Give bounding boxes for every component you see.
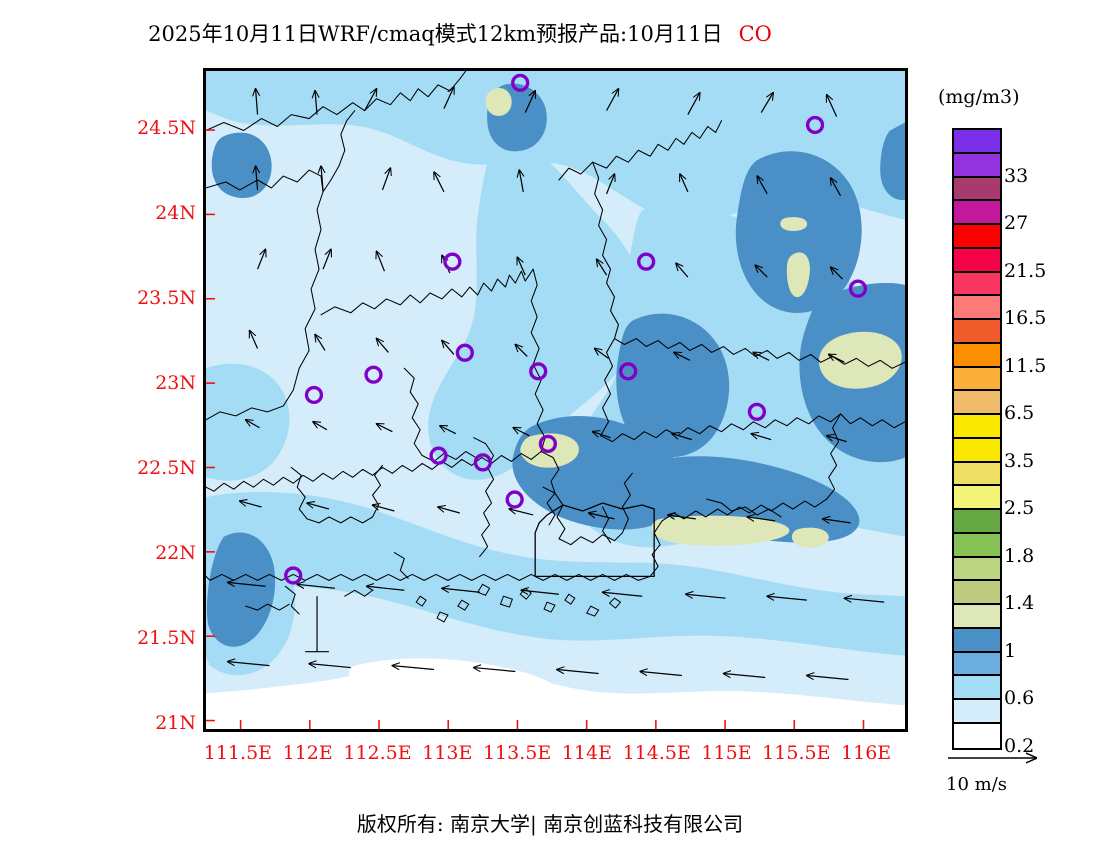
colorbar-band-20 [954, 605, 1000, 629]
x-axis-tick-111.5E: 111.5E [203, 742, 273, 764]
station-marker[interactable] [747, 402, 767, 421]
map-plot-area[interactable] [203, 68, 908, 732]
y-axis-labels: 24.5N 24N 23.5N 23N 22.5N 22N 21.5N 21N [100, 68, 196, 735]
colorbar-band-1 [954, 153, 1000, 178]
colorbar-band-6 [954, 272, 1000, 297]
colorbar-band-9 [954, 343, 1000, 368]
colorbar-label-6.5: 6.5 [1004, 402, 1035, 425]
station-marker[interactable] [505, 490, 524, 509]
colorbar-label-2.5: 2.5 [1004, 497, 1035, 520]
colorbar-label-16.5: 16.5 [1004, 307, 1047, 330]
station-marker[interactable] [619, 362, 638, 381]
y-axis-tick-24.5N: 24.5N [137, 116, 196, 139]
colorbar-band-21 [954, 628, 1000, 653]
colorbar-band-14 [954, 462, 1000, 487]
colorbar-label-11.5: 11.5 [1004, 354, 1047, 377]
wind-arrow-icon [948, 748, 1054, 768]
colorbar-unit-label: (mg/m3) [938, 86, 1020, 108]
x-axis-labels: 111.5E 112E 112.5E 113E 113.5E 114E 114.5E 115E… [203, 742, 908, 768]
colorbar-band-22 [954, 652, 1000, 677]
colorbar-band-18 [954, 557, 1000, 582]
colorbar-band-25 [954, 723, 1000, 748]
colorbar-band-16 [954, 510, 1000, 534]
colorbar-label-1: 1 [1004, 639, 1017, 662]
colorbar-label-27: 27 [1004, 212, 1029, 235]
x-axis-tick-113E: 113E [422, 742, 473, 764]
x-axis-tick-112E: 112E [282, 742, 333, 764]
colorbar[interactable] [952, 128, 1002, 750]
colorbar-label-3.5: 3.5 [1004, 449, 1035, 472]
colorbar-band-5 [954, 248, 1000, 273]
colorbar-band-3 [954, 201, 1000, 225]
station-marker[interactable] [455, 343, 474, 362]
station-marker[interactable] [443, 252, 462, 271]
colorbar-band-8 [954, 320, 1000, 344]
station-marker[interactable] [538, 434, 558, 453]
colorbar-label-0.6: 0.6 [1004, 687, 1035, 710]
station-markers [284, 73, 868, 585]
station-marker[interactable] [364, 365, 383, 384]
co-concentration-map [206, 71, 905, 729]
title-main-text: 2025年10月11日WRF/cmaq模式12km预报产品:10月11日 [148, 22, 723, 46]
x-axis-tick-115.5E: 115.5E [762, 742, 831, 764]
copyright-footer: 版权所有: 南京大学| 南京创蓝科技有限公司 [356, 812, 744, 836]
station-marker[interactable] [511, 73, 530, 92]
title-species-label: CO [738, 22, 772, 46]
x-axis-tick-113.5E: 113.5E [482, 742, 552, 764]
colorbar-band-13 [954, 438, 1000, 463]
y-axis-tick-21N: 21N [155, 712, 196, 735]
colorbar-band-4 [954, 225, 1000, 249]
colorbar-label-1.4: 1.4 [1004, 592, 1035, 615]
y-axis-tick-22N: 22N [155, 542, 196, 565]
colorbar-band-2 [954, 177, 1000, 202]
y-axis-tick-21.5N: 21.5N [137, 627, 196, 650]
station-marker[interactable] [429, 446, 448, 465]
y-axis-tick-23.5N: 23.5N [137, 286, 196, 309]
colorbar-band-23 [954, 676, 1000, 700]
wind-scale-legend: 10 m/s [944, 748, 1084, 795]
station-marker[interactable] [637, 252, 656, 271]
station-marker[interactable] [304, 385, 324, 405]
station-marker[interactable] [529, 362, 548, 381]
colorbar-label-0.2: 0.2 [1004, 734, 1035, 757]
colorbar-band-7 [954, 296, 1000, 320]
colorbar-band-17 [954, 533, 1000, 558]
page-title: 2025年10月11日WRF/cmaq模式12km预报产品:10月11日 CO [0, 18, 920, 48]
x-axis-tick-116E: 116E [841, 742, 892, 764]
x-axis-tick-114E: 114E [561, 742, 612, 764]
wind-scale-label: 10 m/s [946, 774, 1007, 795]
station-marker[interactable] [848, 279, 868, 298]
y-axis-tick-23N: 23N [155, 371, 196, 394]
colorbar-band-11 [954, 391, 1000, 415]
x-axis-tick-114.5E: 114.5E [622, 742, 691, 764]
colorbar-label-21.5: 21.5 [1004, 259, 1047, 282]
x-axis-tick-112.5E: 112.5E [343, 742, 412, 764]
station-marker[interactable] [805, 115, 825, 135]
x-axis-tick-115E: 115E [701, 742, 752, 764]
colorbar-band-0 [954, 130, 1000, 154]
colorbar-band-24 [954, 700, 1000, 724]
colorbar-label-33: 33 [1004, 164, 1029, 187]
colorbar-bands [952, 128, 1002, 750]
y-axis-tick-24N: 24N [155, 201, 196, 224]
colorbar-band-19 [954, 581, 1000, 605]
colorbar-band-12 [954, 415, 1000, 439]
colorbar-band-10 [954, 367, 1000, 392]
y-axis-tick-22.5N: 22.5N [137, 457, 196, 480]
colorbar-band-15 [954, 486, 1000, 510]
station-marker[interactable] [284, 566, 303, 585]
station-marker[interactable] [473, 453, 492, 472]
colorbar-tick-labels: 33 27 21.5 16.5 11.5 6.5 3.5 2.5 1.8 1.4 1 0.6 0.2 [1004, 128, 1094, 757]
colorbar-label-1.8: 1.8 [1004, 544, 1035, 567]
